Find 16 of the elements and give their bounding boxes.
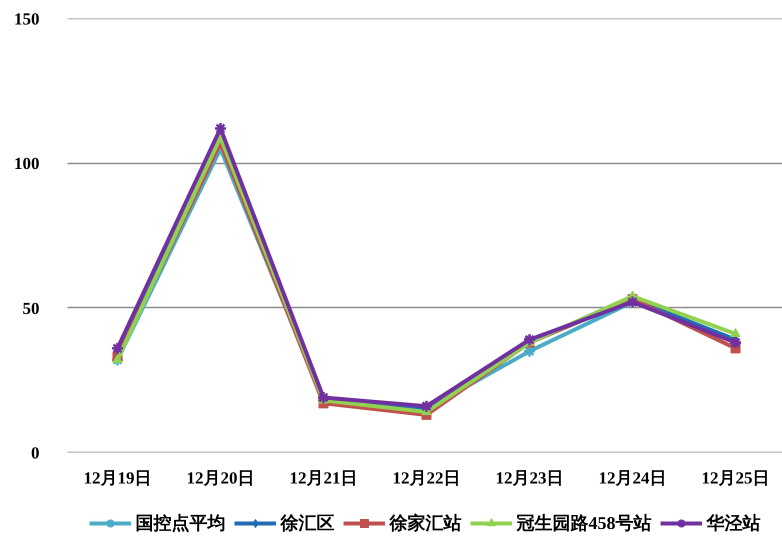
x-tick-label: 12月19日 (83, 468, 152, 488)
x-tick-label: 12月21日 (289, 468, 358, 488)
legend-label: 徐汇区 (280, 512, 334, 534)
y-tick-label: 150 (14, 10, 40, 28)
legend-label: 华泾站 (706, 512, 760, 534)
legend-label: 国控点平均 (136, 512, 226, 534)
legend-label: 徐家汇站 (390, 512, 462, 534)
x-tick-label: 12月20日 (186, 468, 254, 488)
legend-label: 冠生园路458号站 (516, 512, 652, 534)
y-tick-label: 50 (22, 298, 40, 318)
x-tick-label: 12月25日 (702, 468, 770, 488)
x-tick-label: 12月23日 (496, 468, 564, 488)
y-tick-label: 0 (31, 444, 40, 462)
y-tick-label: 100 (14, 154, 40, 174)
x-tick-label: 12月24日 (598, 468, 667, 488)
x-tick-label: 12月22日 (392, 468, 460, 488)
